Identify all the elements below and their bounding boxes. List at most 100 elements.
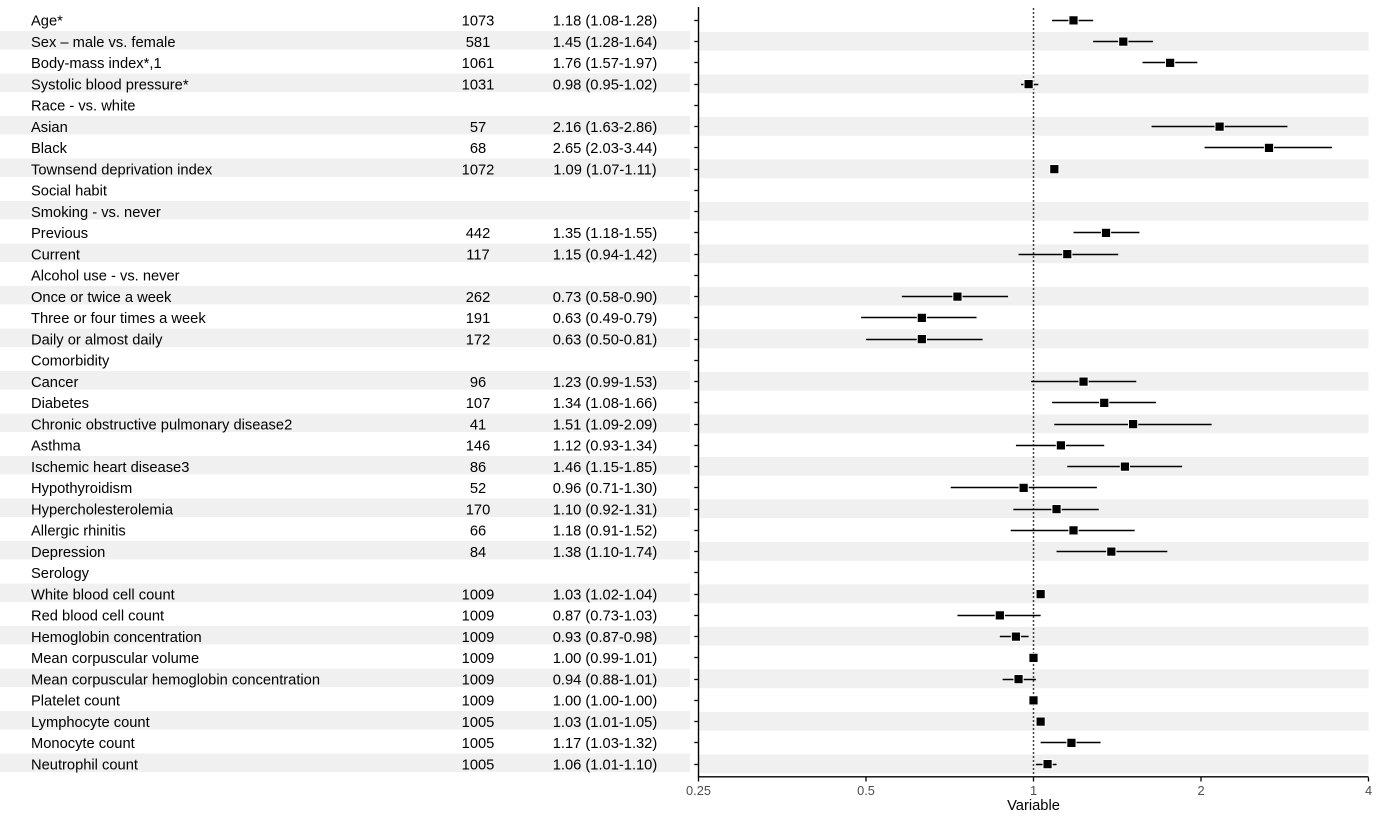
svg-text:1.76 (1.57-1.97): 1.76 (1.57-1.97) [553, 56, 658, 72]
svg-text:Allergic rhinitis: Allergic rhinitis [31, 524, 126, 540]
svg-text:1073: 1073 [462, 14, 495, 30]
svg-text:1.34 (1.08-1.66): 1.34 (1.08-1.66) [553, 396, 658, 412]
svg-text:1.06 (1.01-1.10): 1.06 (1.01-1.10) [553, 757, 658, 773]
svg-text:1.46 (1.15-1.85): 1.46 (1.15-1.85) [553, 460, 658, 476]
svg-text:Hypothyroidism: Hypothyroidism [31, 481, 132, 497]
svg-text:1.12 (0.93-1.34): 1.12 (0.93-1.34) [553, 439, 658, 455]
svg-text:1.35 (1.18-1.55): 1.35 (1.18-1.55) [553, 226, 658, 242]
svg-text:1.03 (1.01-1.05): 1.03 (1.01-1.05) [553, 715, 658, 731]
svg-text:581: 581 [466, 35, 491, 51]
svg-text:Black: Black [31, 141, 68, 157]
svg-text:0.63 (0.50-0.81): 0.63 (0.50-0.81) [553, 332, 658, 348]
svg-text:191: 191 [466, 311, 491, 327]
svg-text:117: 117 [466, 247, 489, 263]
svg-text:442: 442 [466, 226, 491, 242]
svg-text:2.65 (2.03-3.44): 2.65 (2.03-3.44) [553, 141, 658, 157]
svg-text:Age*: Age* [31, 14, 63, 30]
svg-text:1.51 (1.09-2.09): 1.51 (1.09-2.09) [553, 417, 658, 433]
svg-text:Asian: Asian [31, 120, 68, 136]
svg-text:57: 57 [470, 120, 486, 136]
svg-text:262: 262 [466, 290, 491, 306]
svg-text:White blood cell count: White blood cell count [31, 587, 175, 603]
svg-text:Monocyte count: Monocyte count [31, 736, 135, 752]
svg-text:1072: 1072 [462, 162, 495, 178]
svg-text:Three or four times a week: Three or four times a week [31, 311, 206, 327]
svg-text:1.18 (0.91-1.52): 1.18 (0.91-1.52) [553, 524, 658, 540]
svg-text:0.98 (0.95-1.02): 0.98 (0.95-1.02) [553, 77, 658, 93]
svg-text:Comorbidity: Comorbidity [31, 354, 110, 370]
svg-text:Race - vs. white: Race - vs. white [31, 99, 135, 115]
svg-text:96: 96 [470, 375, 486, 391]
svg-text:Asthma: Asthma [31, 439, 82, 455]
svg-text:Red blood cell count: Red blood cell count [31, 609, 164, 625]
svg-text:Variable: Variable [1007, 798, 1060, 814]
svg-text:170: 170 [466, 502, 491, 518]
svg-text:2.16 (1.63-2.86): 2.16 (1.63-2.86) [553, 120, 658, 136]
svg-text:Mean corpuscular hemoglobin co: Mean corpuscular hemoglobin concentratio… [31, 672, 320, 688]
svg-text:Previous: Previous [31, 226, 88, 242]
svg-text:Serology: Serology [31, 566, 90, 582]
svg-text:0.25: 0.25 [686, 783, 711, 798]
svg-text:Ischemic heart disease3: Ischemic heart disease3 [31, 460, 189, 476]
svg-text:4: 4 [1365, 783, 1372, 798]
svg-text:1005: 1005 [462, 715, 495, 731]
svg-text:68: 68 [470, 141, 486, 157]
svg-text:1.00 (0.99-1.01): 1.00 (0.99-1.01) [553, 651, 658, 667]
svg-text:146: 146 [466, 439, 491, 455]
svg-text:1.10 (0.92-1.31): 1.10 (0.92-1.31) [553, 502, 658, 518]
svg-text:Cancer: Cancer [31, 375, 78, 391]
svg-text:Hypercholesterolemia: Hypercholesterolemia [31, 502, 174, 518]
svg-text:1009: 1009 [462, 587, 495, 603]
svg-text:Sex – male vs. female: Sex – male vs. female [31, 35, 176, 51]
svg-text:Platelet count: Platelet count [31, 694, 120, 710]
svg-text:1009: 1009 [462, 672, 495, 688]
svg-text:1.03 (1.02-1.04): 1.03 (1.02-1.04) [553, 587, 658, 603]
svg-text:0.96 (0.71-1.30): 0.96 (0.71-1.30) [553, 481, 658, 497]
svg-text:107: 107 [466, 396, 491, 412]
svg-text:0.93 (0.87-0.98): 0.93 (0.87-0.98) [553, 630, 658, 646]
svg-text:Alcohol use - vs. never: Alcohol use - vs. never [31, 269, 180, 285]
svg-text:0.87 (0.73-1.03): 0.87 (0.73-1.03) [553, 609, 658, 625]
svg-text:0.73 (0.58-0.90): 0.73 (0.58-0.90) [553, 290, 658, 306]
svg-text:1031: 1031 [462, 77, 495, 93]
svg-text:1.00 (1.00-1.00): 1.00 (1.00-1.00) [553, 694, 658, 710]
svg-text:1009: 1009 [462, 651, 495, 667]
svg-text:172: 172 [466, 332, 491, 348]
svg-text:1061: 1061 [462, 56, 495, 72]
svg-text:66: 66 [470, 524, 486, 540]
svg-text:Social habit: Social habit [31, 184, 107, 200]
svg-text:1009: 1009 [462, 694, 495, 710]
svg-text:0.94 (0.88-1.01): 0.94 (0.88-1.01) [553, 672, 658, 688]
svg-text:86: 86 [470, 460, 486, 476]
svg-text:1.18 (1.08-1.28): 1.18 (1.08-1.28) [553, 14, 658, 30]
svg-text:1.23 (0.99-1.53): 1.23 (0.99-1.53) [553, 375, 658, 391]
svg-text:52: 52 [470, 481, 486, 497]
svg-text:1: 1 [1030, 783, 1037, 798]
svg-text:2: 2 [1197, 783, 1204, 798]
svg-text:Hemoglobin concentration: Hemoglobin concentration [31, 630, 202, 646]
svg-text:1005: 1005 [462, 736, 495, 752]
svg-text:1.09 (1.07-1.11): 1.09 (1.07-1.11) [553, 162, 656, 178]
svg-text:1.38 (1.10-1.74): 1.38 (1.10-1.74) [553, 545, 658, 561]
svg-text:1.15 (0.94-1.42): 1.15 (0.94-1.42) [553, 247, 658, 263]
svg-text:Current: Current [31, 247, 80, 263]
svg-text:Once or twice a week: Once or twice a week [31, 290, 172, 306]
svg-text:Mean corpuscular volume: Mean corpuscular volume [31, 651, 199, 667]
svg-text:Diabetes: Diabetes [31, 396, 89, 412]
svg-text:Lymphocyte count: Lymphocyte count [31, 715, 150, 731]
svg-text:1.17 (1.03-1.32): 1.17 (1.03-1.32) [553, 736, 658, 752]
svg-text:Systolic blood pressure*: Systolic blood pressure* [31, 77, 189, 93]
svg-text:84: 84 [470, 545, 486, 561]
svg-text:0.63 (0.49-0.79): 0.63 (0.49-0.79) [553, 311, 658, 327]
svg-text:Body-mass index*,1: Body-mass index*,1 [31, 56, 162, 72]
svg-text:Neutrophil count: Neutrophil count [31, 757, 138, 773]
svg-text:Townsend deprivation index: Townsend deprivation index [31, 162, 213, 178]
svg-text:Smoking - vs. never: Smoking - vs. never [31, 205, 161, 221]
svg-text:Depression: Depression [31, 545, 105, 561]
svg-text:0.5: 0.5 [857, 783, 875, 798]
svg-text:Chronic obstructive pulmonary: Chronic obstructive pulmonary disease2 [31, 417, 292, 433]
svg-text:1005: 1005 [462, 757, 495, 773]
svg-text:1009: 1009 [462, 609, 495, 625]
svg-text:41: 41 [470, 417, 486, 433]
svg-text:Daily or almost daily: Daily or almost daily [31, 332, 163, 348]
